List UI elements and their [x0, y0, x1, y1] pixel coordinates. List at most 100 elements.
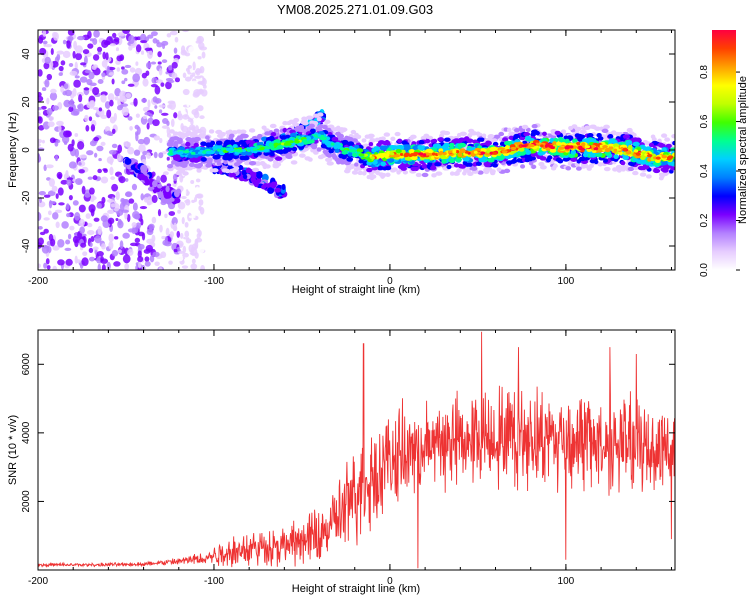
noise-blob: [185, 198, 191, 206]
ridge-blob: [480, 147, 487, 153]
ridge-blob: [430, 165, 437, 171]
noise-blob: [52, 245, 60, 251]
ridge-blob: [269, 123, 277, 129]
ridge-blob: [565, 166, 572, 171]
noise-blob: [117, 249, 122, 254]
ridge-blob: [413, 151, 419, 156]
ridge-blob: [239, 155, 246, 161]
ridge-blob: [449, 142, 455, 148]
ridge-blob: [458, 142, 467, 148]
noise-blob: [147, 34, 154, 39]
ridge-blob: [193, 136, 201, 142]
colorbar-label: Normalized spectral amplitude: [737, 76, 749, 224]
ridge-blob: [531, 164, 537, 170]
ridge-blob: [394, 131, 401, 137]
branch-blob: [172, 197, 181, 204]
ridge-blob: [181, 163, 188, 168]
noise-blob: [106, 109, 112, 119]
noise-blob: [121, 69, 129, 75]
branch-blob: [169, 197, 175, 202]
ridge-blob: [241, 133, 249, 139]
noise-blob: [187, 186, 194, 193]
ridge-blob: [528, 143, 532, 148]
ridge-blob: [270, 145, 275, 149]
noise-blob: [86, 222, 93, 228]
noise-blob: [48, 178, 55, 187]
noise-blob: [89, 85, 93, 92]
noise-blob: [106, 199, 115, 203]
noise-blob: [78, 162, 82, 166]
noise-blob: [127, 83, 135, 87]
ridge-blob: [653, 168, 661, 174]
noise-blob: [50, 238, 56, 247]
noise-blob: [124, 263, 130, 270]
noise-blob: [119, 202, 126, 212]
noise-blob: [107, 217, 115, 225]
ridge-blob: [448, 158, 456, 164]
ridge-blob: [212, 154, 221, 160]
ridge-blob: [525, 127, 531, 133]
noise-blob: [184, 221, 189, 228]
colorbar-tick-label: 0.2: [699, 213, 710, 227]
noise-blob: [96, 202, 102, 209]
noise-blob: [44, 56, 51, 64]
ridge-blob: [431, 138, 438, 144]
ridge-blob: [477, 170, 484, 175]
noise-blob: [131, 221, 137, 228]
noise-blob: [83, 55, 88, 65]
noise-blob: [118, 176, 126, 184]
branch-blob: [243, 174, 248, 179]
noise-blob: [122, 30, 130, 34]
noise-blob: [194, 252, 199, 259]
noise-blob: [181, 195, 187, 200]
noise-blob: [191, 80, 198, 85]
ridge-blob: [554, 130, 561, 136]
noise-blob: [151, 77, 158, 84]
ridge-blob: [550, 166, 557, 171]
branch-blob: [173, 189, 180, 198]
ridge-blob: [635, 152, 641, 156]
noise-blob: [161, 235, 166, 240]
ridge-blob: [289, 132, 298, 138]
snr-y-axis-label: SNR (10 * v/v): [7, 415, 19, 485]
noise-blob: [149, 113, 153, 118]
noise-blob: [110, 203, 117, 208]
noise-blob: [152, 251, 160, 258]
noise-blob: [81, 257, 89, 266]
noise-blob: [38, 92, 42, 97]
noise-blob: [135, 44, 142, 53]
noise-blob: [46, 97, 50, 105]
noise-blob: [177, 89, 181, 97]
ridge-blob: [166, 163, 174, 169]
noise-blob: [192, 61, 196, 71]
noise-blob: [39, 47, 47, 56]
noise-blob: [97, 51, 102, 55]
ridge-blob: [626, 127, 633, 133]
ridge-blob: [235, 149, 241, 153]
noise-blob: [182, 245, 187, 254]
noise-blob: [171, 217, 178, 226]
ridge-blob: [612, 167, 618, 172]
ridge-blob: [557, 159, 564, 164]
noise-blob: [134, 213, 140, 220]
noise-blob: [84, 114, 89, 122]
noise-blob: [157, 209, 162, 217]
noise-blob: [117, 144, 123, 154]
ridge-blob: [169, 129, 175, 134]
noise-blob: [197, 105, 204, 112]
noise-blob: [113, 112, 117, 122]
noise-blob: [56, 171, 63, 179]
noise-blob: [106, 65, 110, 75]
ridge-blob: [459, 131, 467, 136]
ridge-blob: [504, 145, 510, 150]
noise-blob: [185, 238, 192, 244]
spectrogram-x-axis-label: Height of straight line (km): [292, 284, 420, 296]
noise-blob: [184, 230, 190, 238]
noise-blob: [38, 36, 44, 44]
noise-blob: [190, 179, 195, 185]
ridge-blob: [597, 162, 604, 167]
noise-blob: [180, 107, 186, 115]
noise-blob: [38, 138, 43, 144]
noise-blob: [177, 209, 181, 214]
